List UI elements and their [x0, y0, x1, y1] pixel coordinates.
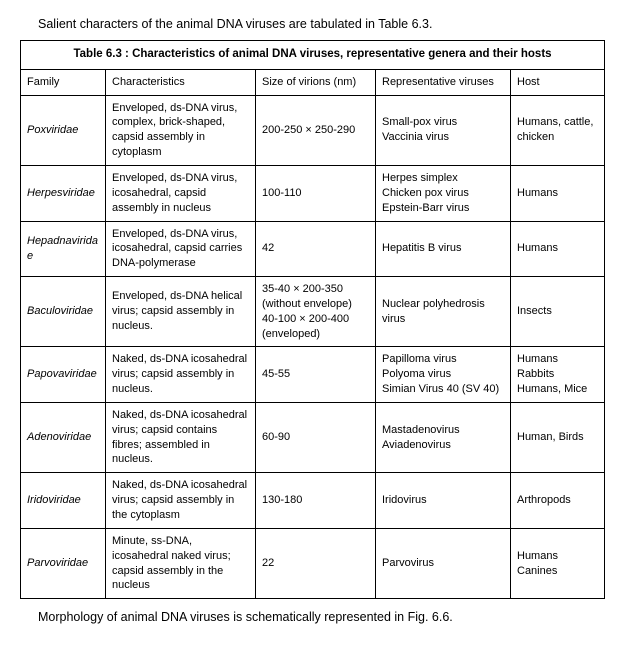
cell-host: Humans, cattle, chicken — [511, 95, 605, 165]
cell-size: 100-110 — [256, 165, 376, 221]
cell-characteristics: Naked, ds-DNA icosahedral virus; capsid … — [106, 402, 256, 472]
table-row: Adenoviridae Naked, ds-DNA icosahedral v… — [21, 402, 605, 472]
cell-characteristics: Enveloped, ds-DNA helical virus; capsid … — [106, 277, 256, 347]
cell-family: Hepadnaviridae — [21, 221, 106, 277]
cell-characteristics: Naked, ds-DNA icosahedral virus; capsid … — [106, 347, 256, 403]
cell-family: Iridoviridae — [21, 473, 106, 529]
table-title: Table 6.3 : Characteristics of animal DN… — [21, 41, 605, 70]
header-characteristics: Characteristics — [106, 69, 256, 95]
cell-representative: Nuclear polyhedrosis virus — [376, 277, 511, 347]
cell-size: 60-90 — [256, 402, 376, 472]
cell-family: Poxviridae — [21, 95, 106, 165]
cell-representative: Iridovirus — [376, 473, 511, 529]
cell-host: Humans — [511, 165, 605, 221]
table-row: Papovaviridae Naked, ds-DNA icosahedral … — [21, 347, 605, 403]
table-row: Iridoviridae Naked, ds-DNA icosahedral v… — [21, 473, 605, 529]
cell-representative: Herpes simplexChicken pox virusEpstein-B… — [376, 165, 511, 221]
header-size: Size of virions (nm) — [256, 69, 376, 95]
cell-characteristics: Naked, ds-DNA icosahedral virus; capsid … — [106, 473, 256, 529]
cell-host: Humans — [511, 221, 605, 277]
table-row: Baculoviridae Enveloped, ds-DNA helical … — [21, 277, 605, 347]
cell-representative: Parvovirus — [376, 528, 511, 598]
cell-family: Papovaviridae — [21, 347, 106, 403]
cell-representative: Hepatitis B virus — [376, 221, 511, 277]
table-header-row: Family Characteristics Size of virions (… — [21, 69, 605, 95]
cell-characteristics: Enveloped, ds-DNA virus, icosahedral, ca… — [106, 221, 256, 277]
intro-text: Salient characters of the animal DNA vir… — [38, 16, 604, 32]
cell-family: Baculoviridae — [21, 277, 106, 347]
virus-table: Table 6.3 : Characteristics of animal DN… — [20, 40, 605, 599]
header-representative: Representative viruses — [376, 69, 511, 95]
cell-host: Arthropods — [511, 473, 605, 529]
cell-size: 130-180 — [256, 473, 376, 529]
cell-representative: Papilloma virusPolyoma virusSimian Virus… — [376, 347, 511, 403]
header-host: Host — [511, 69, 605, 95]
cell-family: Parvoviridae — [21, 528, 106, 598]
cell-host: Human, Birds — [511, 402, 605, 472]
cell-host: Insects — [511, 277, 605, 347]
cell-family: Adenoviridae — [21, 402, 106, 472]
cell-size: 200-250 × 250-290 — [256, 95, 376, 165]
cell-size: 45-55 — [256, 347, 376, 403]
cell-size: 35-40 × 200-350 (without envelope) 40-10… — [256, 277, 376, 347]
table-row: Herpesviridae Enveloped, ds-DNA virus, i… — [21, 165, 605, 221]
table-row: Parvoviridae Minute, ss-DNA, icosahedral… — [21, 528, 605, 598]
cell-characteristics: Enveloped, ds-DNA virus, icosahedral, ca… — [106, 165, 256, 221]
cell-representative: Small-pox virusVaccinia virus — [376, 95, 511, 165]
cell-family: Herpesviridae — [21, 165, 106, 221]
cell-representative: MastadenovirusAviadenovirus — [376, 402, 511, 472]
outro-text: Morphology of animal DNA viruses is sche… — [38, 609, 604, 625]
table-body: Poxviridae Enveloped, ds-DNA virus, comp… — [21, 95, 605, 599]
cell-host: HumansCanines — [511, 528, 605, 598]
table-row: Poxviridae Enveloped, ds-DNA virus, comp… — [21, 95, 605, 165]
cell-size: 42 — [256, 221, 376, 277]
header-family: Family — [21, 69, 106, 95]
cell-characteristics: Enveloped, ds-DNA virus, complex, brick-… — [106, 95, 256, 165]
cell-size: 22 — [256, 528, 376, 598]
cell-characteristics: Minute, ss-DNA, icosahedral naked virus;… — [106, 528, 256, 598]
cell-host: HumansRabbitsHumans, Mice — [511, 347, 605, 403]
table-row: Hepadnaviridae Enveloped, ds-DNA virus, … — [21, 221, 605, 277]
